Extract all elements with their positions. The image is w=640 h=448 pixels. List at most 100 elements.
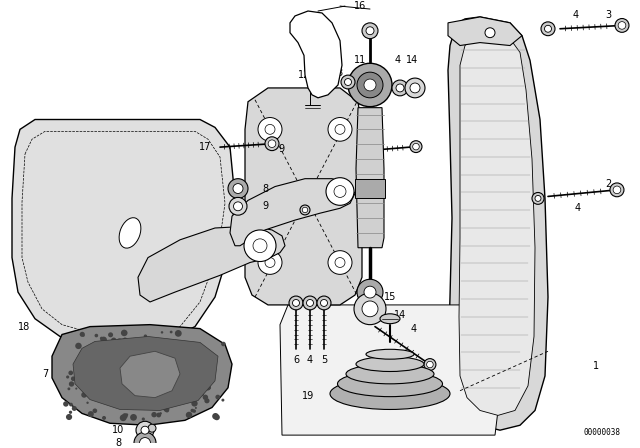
Circle shape [95, 394, 98, 397]
Text: 14: 14 [406, 55, 418, 65]
Circle shape [66, 375, 69, 379]
Circle shape [145, 357, 150, 363]
Circle shape [145, 367, 148, 370]
Circle shape [532, 193, 544, 204]
Circle shape [107, 369, 109, 372]
Circle shape [364, 79, 376, 91]
Circle shape [66, 414, 72, 420]
Circle shape [161, 331, 163, 334]
Circle shape [146, 383, 148, 385]
Circle shape [161, 345, 163, 348]
Circle shape [410, 141, 422, 153]
Ellipse shape [346, 364, 434, 384]
Circle shape [81, 350, 84, 354]
Polygon shape [138, 226, 285, 302]
Circle shape [265, 125, 275, 134]
Text: 4: 4 [307, 355, 313, 365]
Circle shape [618, 22, 626, 29]
Circle shape [121, 398, 123, 400]
Circle shape [144, 335, 147, 338]
Circle shape [334, 185, 346, 198]
Circle shape [100, 337, 103, 340]
Circle shape [357, 279, 383, 305]
Circle shape [405, 78, 425, 98]
Circle shape [175, 362, 179, 365]
Circle shape [123, 385, 127, 389]
Circle shape [193, 379, 198, 383]
Polygon shape [280, 305, 498, 435]
Ellipse shape [366, 349, 414, 359]
Text: 4: 4 [573, 10, 579, 20]
Circle shape [229, 198, 247, 215]
Circle shape [366, 27, 374, 34]
Text: 9: 9 [278, 144, 284, 154]
Text: 6: 6 [293, 355, 299, 365]
Circle shape [104, 374, 107, 377]
Text: 13: 13 [332, 68, 344, 78]
Circle shape [171, 397, 174, 401]
Ellipse shape [380, 314, 400, 323]
Text: 3: 3 [605, 10, 611, 20]
Circle shape [130, 414, 137, 421]
Circle shape [200, 388, 204, 392]
Circle shape [95, 334, 98, 337]
Circle shape [63, 401, 68, 407]
Circle shape [115, 395, 120, 401]
Circle shape [335, 125, 345, 134]
Polygon shape [52, 325, 232, 425]
Circle shape [335, 258, 345, 267]
Circle shape [156, 413, 161, 418]
Text: 5: 5 [321, 355, 327, 365]
Circle shape [198, 388, 204, 392]
Ellipse shape [356, 357, 424, 371]
Circle shape [159, 412, 162, 414]
Circle shape [79, 373, 83, 377]
Circle shape [134, 432, 156, 448]
Circle shape [69, 381, 74, 387]
Circle shape [76, 388, 77, 390]
Circle shape [141, 426, 149, 434]
Text: 4: 4 [411, 323, 417, 334]
Circle shape [258, 251, 282, 274]
Text: 11: 11 [354, 55, 366, 65]
Circle shape [204, 398, 209, 403]
Circle shape [348, 63, 392, 107]
Circle shape [228, 179, 248, 198]
Circle shape [120, 414, 127, 421]
Circle shape [209, 352, 212, 354]
Circle shape [197, 358, 200, 362]
Circle shape [317, 296, 331, 310]
Circle shape [545, 26, 552, 32]
Text: 16: 16 [354, 1, 366, 11]
Circle shape [205, 385, 211, 391]
Circle shape [221, 399, 225, 401]
Text: 2: 2 [605, 179, 611, 189]
Ellipse shape [337, 371, 442, 396]
Circle shape [69, 411, 72, 414]
Circle shape [102, 416, 106, 420]
Circle shape [178, 388, 181, 392]
Circle shape [300, 205, 310, 215]
Circle shape [120, 354, 124, 359]
Circle shape [344, 78, 351, 86]
Circle shape [292, 300, 300, 306]
Text: 8: 8 [262, 184, 268, 194]
Polygon shape [448, 17, 548, 430]
Text: 9: 9 [262, 201, 268, 211]
Circle shape [265, 258, 275, 267]
Circle shape [152, 398, 157, 402]
Circle shape [326, 178, 354, 205]
Circle shape [328, 251, 352, 274]
Circle shape [122, 413, 128, 419]
Circle shape [164, 360, 166, 362]
Circle shape [81, 358, 88, 365]
Circle shape [132, 355, 137, 360]
Circle shape [91, 368, 95, 372]
Circle shape [133, 340, 138, 345]
Circle shape [136, 421, 154, 439]
Polygon shape [230, 179, 355, 246]
Text: 00000038: 00000038 [583, 428, 620, 437]
Circle shape [427, 361, 433, 368]
Circle shape [190, 387, 195, 392]
Circle shape [112, 358, 118, 363]
